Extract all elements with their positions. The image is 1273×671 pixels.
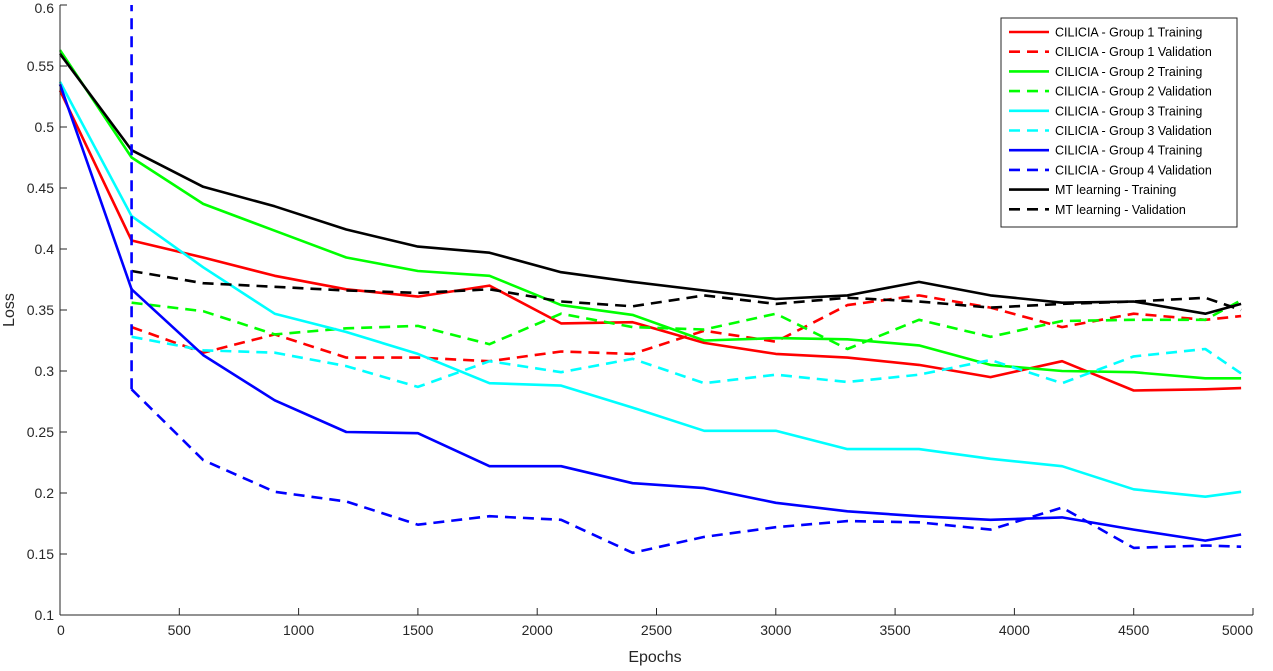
series-line-9 bbox=[58, 53, 1242, 316]
x-tick-label: 0 bbox=[57, 622, 65, 638]
x-tick-label: 500 bbox=[168, 622, 192, 638]
x-tick-label: 4500 bbox=[1118, 622, 1149, 638]
x-tick-label: 1500 bbox=[402, 622, 433, 638]
y-tick-layer: 0.1 0.15 0.2 0.25 0.3 0.35 0.4 0.45 0.5 0.55 0.6 bbox=[27, 0, 67, 623]
legend-label: MT learning - Training bbox=[1055, 183, 1176, 197]
legend-label: CILICIA - Group 4 Validation bbox=[1055, 163, 1212, 177]
y-tick-label: 0.35 bbox=[27, 302, 54, 318]
x-tick-label: 4000 bbox=[999, 622, 1030, 638]
legend-label: CILICIA - Group 1 Validation bbox=[1055, 45, 1212, 59]
legend-label: CILICIA - Group 3 Training bbox=[1055, 104, 1202, 118]
x-tick-label: 2500 bbox=[641, 622, 672, 638]
y-tick-label: 0.6 bbox=[35, 0, 55, 16]
y-tick-label: 0.4 bbox=[35, 241, 55, 257]
legend-box bbox=[1000, 17, 1238, 228]
x-tick-label: 2000 bbox=[522, 622, 553, 638]
series-layer bbox=[58, 49, 1242, 555]
x-axis-title: Epochs bbox=[628, 649, 681, 666]
y-tick-label: 0.3 bbox=[35, 363, 55, 379]
x-tick-label: 5000 bbox=[1222, 622, 1253, 638]
series-line-6 bbox=[131, 335, 1242, 389]
y-tick-label: 0.5 bbox=[35, 119, 55, 135]
y-tick-label: 0.45 bbox=[27, 180, 54, 196]
x-tick-label: 3500 bbox=[880, 622, 911, 638]
y-tick-label: 0.2 bbox=[35, 485, 55, 501]
y-tick-label: 0.55 bbox=[27, 58, 54, 74]
series-line-3 bbox=[58, 49, 1242, 380]
legend-label: CILICIA - Group 2 Training bbox=[1055, 65, 1202, 79]
legend-label: CILICIA - Group 3 Validation bbox=[1055, 124, 1212, 138]
series-line-7 bbox=[58, 83, 1242, 542]
legend-label: CILICIA - Group 2 Validation bbox=[1055, 85, 1212, 99]
series-line-8 bbox=[130, 388, 1242, 555]
x-tick-label: 3000 bbox=[760, 622, 791, 638]
series-line-1 bbox=[58, 89, 1242, 392]
x-tick-label: 1000 bbox=[283, 622, 314, 638]
legend-label: CILICIA - Group 4 Training bbox=[1055, 144, 1202, 158]
y-tick-label: 0.25 bbox=[27, 424, 54, 440]
y-axis-title: Loss bbox=[1, 293, 18, 327]
legend: CILICIA - Group 1 Training CILICIA - Grou… bbox=[1000, 17, 1238, 228]
y-tick-label: 0.1 bbox=[35, 607, 55, 623]
x-tick-layer: 0 500 1000 1500 2000 2500 3000 3500 4000 4500 5000 bbox=[57, 608, 1254, 638]
legend-label: MT learning - Validation bbox=[1055, 203, 1186, 217]
series-line-4 bbox=[131, 299, 1242, 351]
y-tick-label: 0.15 bbox=[27, 546, 54, 562]
series-line-10 bbox=[131, 269, 1242, 312]
series-line-2 bbox=[131, 294, 1242, 363]
legend-label: CILICIA - Group 1 Training bbox=[1055, 26, 1202, 40]
series-line-5 bbox=[58, 81, 1242, 499]
